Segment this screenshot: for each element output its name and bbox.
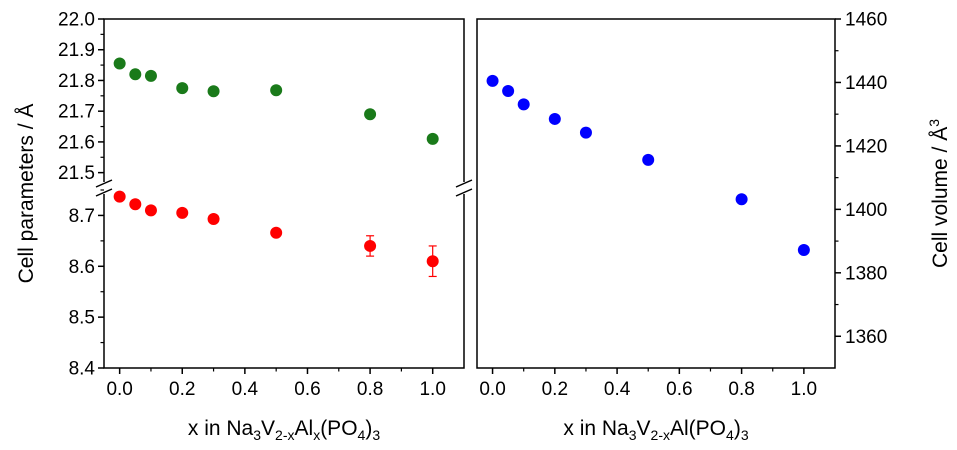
- upper-series-point: [207, 85, 220, 98]
- y-tick-label: 21.7: [58, 102, 95, 123]
- upper-series-point: [144, 69, 157, 82]
- label-part: V: [261, 417, 275, 440]
- y-tick-label: 1460: [845, 10, 887, 31]
- volume-series-point: [486, 74, 499, 87]
- x-tick-label: 0.6: [666, 379, 692, 400]
- x-tick-label: 0.2: [542, 379, 568, 400]
- y-tick-label: 21.9: [58, 40, 95, 61]
- x-tick-label: 0.8: [728, 379, 754, 400]
- left-x-axis-label: x in Na3V2-xAlx(PO4)3: [188, 417, 380, 443]
- volume-series-point: [797, 243, 810, 256]
- label-part: 3: [926, 119, 942, 127]
- label-part: 2-x: [651, 427, 670, 443]
- right-plot-frame: [476, 18, 836, 369]
- y-tick-label: 1420: [845, 136, 887, 157]
- label-part: 3: [253, 427, 261, 443]
- label-part: 2-x: [275, 427, 294, 443]
- upper-series-point: [270, 84, 283, 97]
- y-tick-label: 8.4: [69, 359, 96, 380]
- upper-series-point: [426, 132, 439, 145]
- label-part: 3: [629, 427, 637, 443]
- axis-break-mark: [95, 179, 113, 188]
- y-tick-label: 1360: [845, 327, 887, 348]
- volume-series-point: [579, 126, 592, 139]
- volume-series-point: [517, 98, 530, 111]
- upper-series-point: [176, 82, 189, 95]
- y-tick-label: 1400: [845, 200, 887, 221]
- x-tick-label: 0.4: [232, 379, 259, 400]
- x-tick-label: 0.0: [479, 379, 505, 400]
- lower-series-point: [129, 198, 142, 211]
- right-x-axis-label: x in Na3V2-xAl(PO4)3: [563, 417, 748, 443]
- upper-series-point: [364, 108, 377, 121]
- lower-series-point: [426, 255, 439, 268]
- axis-break-mark: [95, 188, 113, 197]
- y-tick-label: 8.7: [69, 206, 95, 227]
- x-tick-label: 1.0: [419, 379, 445, 400]
- left-y-axis-label: Cell parameters / Å: [15, 104, 38, 284]
- right-y-axis-label: Cell volume / Å3: [926, 119, 952, 268]
- label-part: x in Na: [188, 417, 254, 440]
- volume-series-point: [735, 193, 748, 206]
- label-part: (PO: [320, 417, 357, 440]
- x-tick-label: 0.6: [294, 379, 320, 400]
- volume-series-point: [548, 112, 561, 125]
- label-part: 4: [358, 427, 366, 443]
- lower-series-point: [113, 190, 126, 203]
- lower-series-point: [270, 226, 283, 239]
- upper-series-point: [113, 57, 126, 70]
- y-tick-label: 21.5: [58, 163, 95, 184]
- y-tick-label: 22.0: [58, 10, 95, 31]
- volume-series-point: [642, 153, 655, 166]
- lower-series-point: [207, 212, 220, 225]
- label-part: 3: [741, 427, 749, 443]
- axis-break-mark: [455, 179, 473, 188]
- label-part: V: [637, 417, 651, 440]
- left-plot-frame: [103, 18, 465, 369]
- label-part: ): [365, 417, 372, 440]
- y-tick-label: 1440: [845, 73, 887, 94]
- upper-series-point: [129, 68, 142, 81]
- y-tick-label: 8.6: [69, 257, 95, 278]
- x-tick-label: 1.0: [791, 379, 817, 400]
- x-tick-label: 0.4: [604, 379, 631, 400]
- volume-series-point: [502, 85, 515, 98]
- y-tick-label: 21.8: [58, 71, 95, 92]
- label-part: x: [313, 427, 320, 443]
- x-tick-label: 0.2: [169, 379, 195, 400]
- label-part: Al(PO: [670, 417, 726, 440]
- lower-series-point: [144, 204, 157, 217]
- label-part: ): [734, 417, 741, 440]
- label-part: 3: [372, 427, 380, 443]
- axis-break-mark: [455, 188, 473, 197]
- lower-series-point: [176, 206, 189, 219]
- y-tick-label: 21.6: [58, 132, 95, 153]
- label-part: Cell volume / Å: [929, 127, 952, 268]
- y-tick-label: 8.5: [69, 308, 95, 329]
- x-tick-label: 0.8: [357, 379, 383, 400]
- x-tick-label: 0.0: [106, 379, 132, 400]
- lower-series-point: [364, 239, 377, 252]
- label-part: x in Na: [563, 417, 629, 440]
- label-part: Al: [295, 417, 314, 440]
- y-tick-label: 1380: [845, 263, 887, 284]
- label-part: 4: [726, 427, 734, 443]
